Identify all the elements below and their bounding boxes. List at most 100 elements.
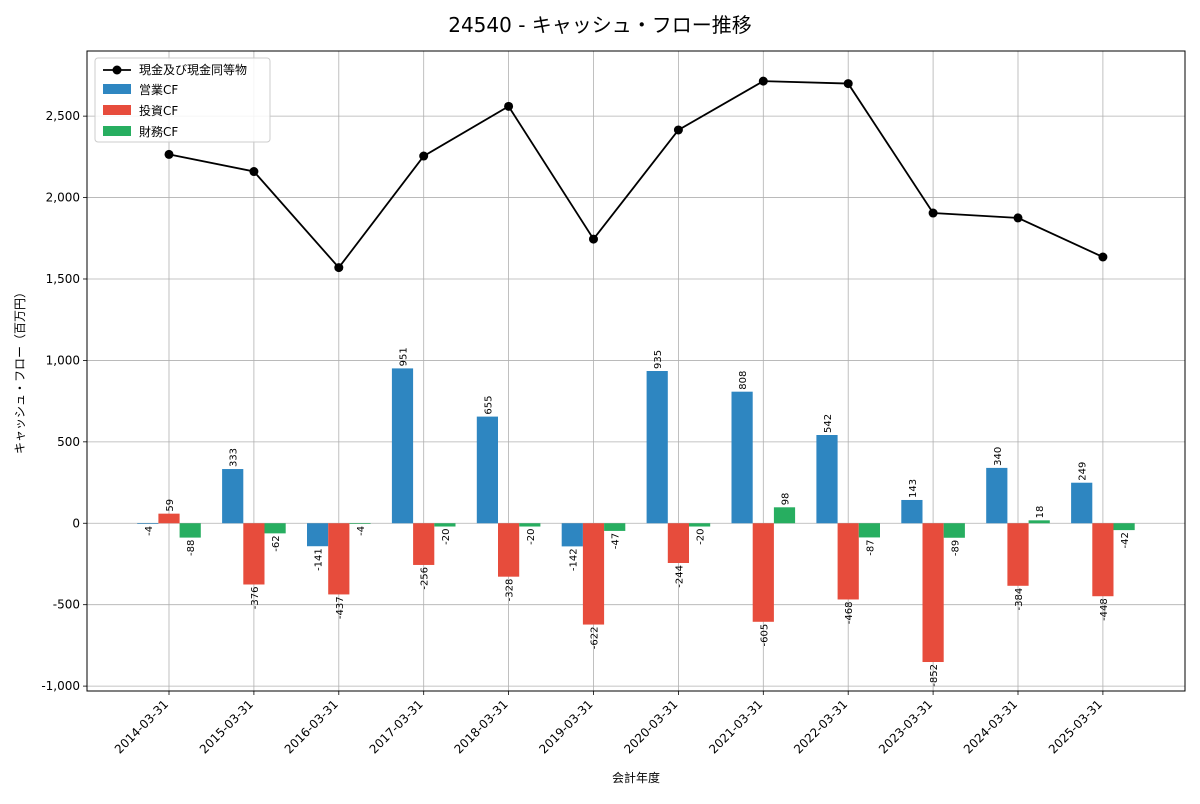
cash-point [164, 149, 174, 159]
bar-3 [943, 523, 965, 538]
bar-value-label: -42 [1120, 532, 1131, 548]
bar-value-label: 935 [653, 350, 664, 369]
bar-value-label: -20 [696, 529, 707, 545]
bar-value-label: 98 [781, 493, 792, 506]
bar-1 [816, 435, 838, 524]
bar-2 [667, 523, 689, 563]
bar-value-label: 542 [823, 414, 834, 433]
legend-swatch [103, 84, 131, 94]
bar-value-label: 249 [1078, 462, 1089, 481]
bar-3 [604, 523, 626, 531]
bar-value-label: 340 [993, 447, 1004, 466]
cash-point [1013, 213, 1023, 223]
bar-value-label: -141 [314, 548, 325, 571]
bar-3 [264, 523, 286, 534]
cash-point [843, 79, 853, 89]
bar-3 [349, 523, 371, 524]
y-tick-label: 0 [72, 516, 80, 530]
cash-point [928, 208, 938, 218]
bar-value-label: 951 [399, 347, 410, 366]
cash-point [249, 167, 259, 177]
bar-2 [582, 523, 605, 625]
bar-1 [646, 371, 668, 524]
bar-value-label: -87 [865, 539, 876, 555]
bar-1 [222, 469, 244, 524]
bar-value-label: -605 [759, 624, 770, 647]
bar-value-label: -4 [144, 526, 155, 536]
bar-value-label: -4 [356, 526, 367, 536]
data-labels: -4 333 -141 951 655 -142 935 808 542 143 340 249 59 -… [144, 347, 1131, 686]
y-tick-label: -500 [53, 598, 80, 612]
bar-value-label: 655 [483, 396, 494, 415]
legend-label: 投資CF [139, 103, 178, 118]
legend-label: 営業CF [139, 83, 178, 97]
bar-2 [158, 513, 180, 524]
bar-value-label: -376 [250, 586, 261, 609]
bar-value-label: -328 [505, 579, 516, 602]
bar-1 [561, 523, 583, 547]
bar-value-label: -622 [590, 627, 601, 650]
cash-point [334, 263, 344, 273]
plot-frame [86, 50, 1186, 692]
bar-value-label: 59 [165, 499, 176, 512]
bars [137, 368, 1135, 663]
bar-3 [689, 523, 711, 527]
y-tick-label: 500 [57, 435, 80, 449]
bar-3 [773, 507, 796, 524]
bar-1 [731, 391, 753, 524]
y-tick-label: -1,000 [41, 679, 80, 693]
cash-point [758, 76, 768, 86]
bar-value-label: 808 [738, 371, 749, 390]
bar-2 [1092, 523, 1114, 597]
bar-3 [519, 523, 541, 527]
chart-title: 24540 - キャッシュ・フロー推移 [448, 13, 752, 37]
bar-1 [901, 499, 923, 524]
bar-3 [1028, 520, 1050, 524]
bar-value-label: -47 [611, 533, 622, 549]
bar-3 [1113, 523, 1135, 531]
y-tick-label: 2,500 [46, 109, 80, 123]
bar-3 [434, 523, 456, 527]
legend-line-dot [112, 65, 122, 75]
bar-value-label: -20 [441, 529, 452, 545]
bar-2 [752, 523, 774, 622]
bar-value-label: -468 [844, 601, 855, 624]
x-axis-label: 会計年度 [612, 770, 660, 785]
bar-1 [986, 467, 1008, 524]
bar-3 [179, 523, 201, 538]
bar-value-label: 18 [1035, 506, 1046, 519]
legend-label: 現金及び現金同等物 [139, 62, 247, 77]
bar-2 [837, 523, 859, 600]
bar-1 [307, 523, 329, 547]
y-axis-label: キャッシュ・フロー（百万円） [13, 286, 27, 454]
y-tick-label: 2,000 [46, 191, 80, 205]
bar-value-label: -852 [929, 664, 940, 687]
y-tick-label: 1,500 [46, 272, 80, 286]
legend-box [94, 57, 271, 143]
bar-1 [137, 523, 159, 524]
legend-label: 財務CF [139, 124, 178, 139]
bar-value-label: 143 [908, 479, 919, 498]
bar-2 [498, 523, 520, 577]
bar-value-label: 333 [229, 448, 240, 467]
bar-value-label: -62 [271, 535, 282, 551]
legend-swatch [103, 126, 131, 136]
bar-value-label: -256 [420, 567, 431, 590]
bar-2 [922, 523, 944, 663]
bar-value-label: -142 [568, 548, 579, 571]
bar-1 [476, 416, 498, 524]
cash-point [589, 234, 598, 244]
cash-point [419, 151, 429, 161]
bar-2 [413, 523, 435, 565]
cash-point [1098, 252, 1108, 262]
bar-value-label: -20 [526, 529, 537, 545]
cash-point [673, 125, 683, 135]
legend-swatch [103, 105, 131, 115]
cash-point [504, 101, 514, 111]
bar-value-label: -437 [335, 596, 346, 619]
y-tick-label: 1,000 [46, 353, 80, 367]
bar-1 [1071, 482, 1093, 524]
